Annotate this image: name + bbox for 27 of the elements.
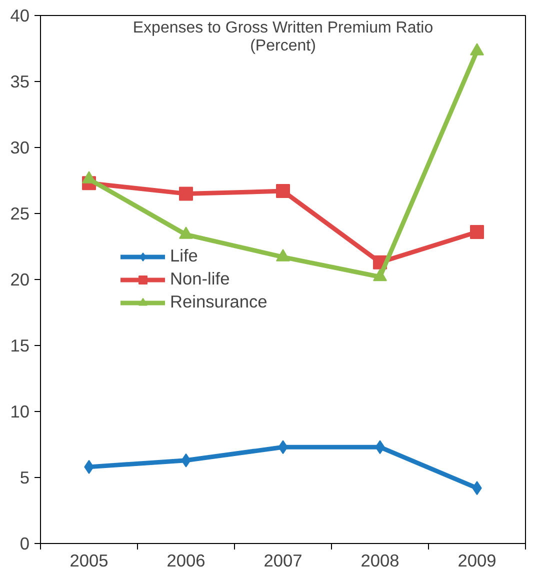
- x-tick-label: 2008: [360, 550, 400, 570]
- point: [470, 43, 484, 56]
- point: [179, 226, 193, 239]
- y-tick-label: 10: [10, 402, 30, 422]
- point: [82, 171, 96, 184]
- y-tick-label: 35: [10, 72, 30, 92]
- y-tick-label: 15: [10, 336, 30, 356]
- legend-label: Reinsurance: [170, 292, 268, 312]
- y-tick-label: 5: [20, 468, 30, 488]
- x-tick-label: 2006: [166, 550, 206, 570]
- y-tick-label: 0: [20, 534, 30, 554]
- point: [470, 224, 484, 239]
- point: [276, 249, 290, 262]
- x-tick-label: 2005: [70, 550, 108, 570]
- x-tick-label: 2009: [458, 550, 496, 570]
- text: (Percent): [250, 38, 316, 54]
- point: [276, 184, 290, 198]
- y-tick-label: 40: [10, 6, 30, 26]
- legend-label: Non-life: [170, 268, 230, 290]
- y-tick-label: 20: [10, 270, 30, 290]
- legend-label: Life: [170, 246, 198, 266]
- point: [179, 186, 193, 201]
- point: [373, 268, 387, 282]
- x-tick-label: 2007: [264, 550, 302, 570]
- y-tick-label: 30: [10, 138, 30, 158]
- chart-title: Expenses to Gross Written Premium Ratio: [132, 20, 434, 36]
- y-tick-label: 25: [10, 204, 30, 224]
